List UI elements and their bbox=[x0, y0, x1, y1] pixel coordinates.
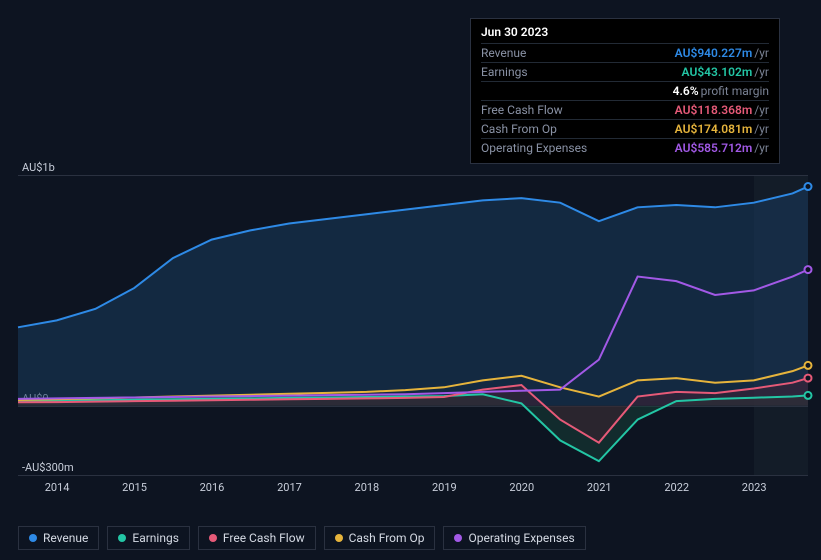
tooltip-value-suffix: /yr bbox=[754, 141, 769, 155]
tooltip-row: Earnings AU$43.102m/yr bbox=[481, 62, 769, 81]
tooltip-value-suffix: profit margin bbox=[701, 84, 769, 98]
end-marker-cash_from_op bbox=[805, 362, 812, 369]
tooltip-value-suffix: /yr bbox=[754, 103, 769, 117]
tooltip-value-main: AU$43.102m bbox=[682, 65, 753, 79]
legend-item-label: Free Cash Flow bbox=[223, 531, 305, 545]
legend-dot-icon bbox=[29, 534, 37, 542]
legend-item-label: Operating Expenses bbox=[468, 531, 574, 545]
data-tooltip: Jun 30 2023RevenueAU$940.227m/yrEarnings… bbox=[470, 18, 780, 164]
end-marker-revenue bbox=[805, 183, 812, 190]
tooltip-value-main: AU$940.227m bbox=[675, 46, 753, 60]
tooltip-row-label: Cash From Op bbox=[481, 122, 557, 136]
tooltip-row: Revenue AU$940.227m/yr bbox=[481, 43, 769, 62]
tooltip-row: Cash From Op AU$174.081m/yr bbox=[481, 119, 769, 138]
tooltip-value-main: AU$174.081m bbox=[675, 122, 753, 136]
area-revenue bbox=[18, 187, 808, 406]
end-marker-free_cash_flow bbox=[805, 375, 812, 382]
legend-item[interactable]: Free Cash Flow bbox=[198, 526, 316, 550]
legend-item-label: Cash From Op bbox=[349, 531, 425, 545]
legend-item[interactable]: Revenue bbox=[18, 526, 99, 550]
legend-item[interactable]: Cash From Op bbox=[324, 526, 436, 550]
tooltip-value-suffix: /yr bbox=[754, 65, 769, 79]
tooltip-row-label: Operating Expenses bbox=[481, 141, 587, 155]
tooltip-row-value: AU$43.102m/yr bbox=[682, 65, 769, 79]
tooltip-value-main: AU$585.712m bbox=[675, 141, 753, 155]
legend-dot-icon bbox=[209, 534, 217, 542]
tooltip-value-main: AU$118.368m bbox=[675, 103, 753, 117]
tooltip-date: Jun 30 2023 bbox=[481, 25, 769, 39]
tooltip-row-label: Free Cash Flow bbox=[481, 103, 563, 117]
end-marker-earnings bbox=[805, 392, 812, 399]
legend-item[interactable]: Earnings bbox=[107, 526, 190, 550]
tooltip-row-label: Earnings bbox=[481, 65, 528, 79]
tooltip-value-suffix: /yr bbox=[754, 46, 769, 60]
tooltip-row-value: AU$585.712m/yr bbox=[675, 141, 769, 155]
tooltip-row-value: AU$174.081m/yr bbox=[675, 122, 769, 136]
legend-item-label: Earnings bbox=[132, 531, 179, 545]
legend-dot-icon bbox=[454, 534, 462, 542]
tooltip-row-value: AU$118.368m/yr bbox=[675, 103, 769, 117]
end-marker-operating_expenses bbox=[805, 266, 812, 273]
legend-dot-icon bbox=[118, 534, 126, 542]
legend-dot-icon bbox=[335, 534, 343, 542]
tooltip-value-main: 4.6% bbox=[673, 84, 699, 98]
tooltip-value-suffix: /yr bbox=[754, 122, 769, 136]
legend-item[interactable]: Operating Expenses bbox=[443, 526, 585, 550]
tooltip-row: Operating Expenses AU$585.712m/yr bbox=[481, 138, 769, 157]
tooltip-row-value: AU$940.227m/yr bbox=[675, 46, 769, 60]
tooltip-row-value: 4.6%profit margin bbox=[673, 84, 769, 98]
tooltip-row: Free Cash Flow AU$118.368m/yr bbox=[481, 100, 769, 119]
legend-item-label: Revenue bbox=[43, 531, 88, 545]
tooltip-row-label: Revenue bbox=[481, 46, 526, 60]
tooltip-row: 4.6%profit margin bbox=[481, 81, 769, 100]
chart-legend: Revenue Earnings Free Cash Flow Cash From O… bbox=[18, 526, 586, 550]
